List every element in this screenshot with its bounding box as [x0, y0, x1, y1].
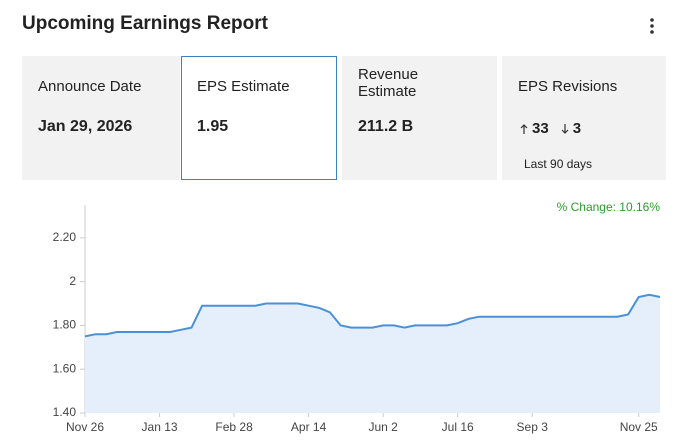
- note: Last 90 days: [524, 157, 593, 171]
- x-tick-label: Sep 3: [517, 420, 549, 434]
- card[interactable]: EPS Estimate 1.95: [181, 56, 337, 180]
- y-tick-label: 1.80: [53, 318, 77, 332]
- card[interactable]: EPS Revisions 33 3 Last 90 days: [502, 56, 666, 180]
- down-arrow: [561, 123, 569, 134]
- card-label: Announce Date: [38, 78, 142, 95]
- area: [85, 294, 660, 413]
- card-value: Jan 29, 2026: [38, 118, 133, 135]
- x-tick-label: Jul 16: [442, 420, 474, 434]
- y-tick-label: 1.60: [53, 361, 77, 375]
- x-tick-label: Nov 26: [66, 420, 104, 434]
- card-value: 211.2 B: [358, 118, 414, 135]
- annotation: % Change: 10.16%: [557, 200, 661, 214]
- up-arrow: [520, 123, 528, 134]
- x-tick-label: Jun 2: [368, 420, 398, 434]
- card[interactable]: Revenue Estimate 211.2 B: [342, 56, 497, 180]
- card-value: 1.95: [197, 118, 229, 135]
- card-label: EPS Revisions: [518, 78, 618, 95]
- y-tick-label: 2.20: [53, 230, 77, 244]
- line: [84, 293, 661, 338]
- card-label: EPS Estimate: [197, 78, 290, 95]
- up-count: 33: [532, 120, 549, 137]
- card-label: Revenue Estimate: [358, 66, 419, 100]
- x-tick-label: Apr 14: [291, 420, 327, 434]
- x-tick-label: Feb 28: [215, 420, 253, 434]
- card[interactable]: Announce Date Jan 29, 2026: [22, 56, 180, 180]
- menu-button[interactable]: [648, 16, 656, 36]
- chart: 1.40 1.60 1.80 2 2.20 Nov 26 Jan 13 Feb 28 Apr 1…: [53, 200, 661, 434]
- y-tick-label: 1.40: [53, 405, 77, 419]
- title: Upcoming Earnings Report: [22, 13, 268, 34]
- x-tick-label: Jan 13: [142, 420, 178, 434]
- down-count: 3: [572, 120, 582, 137]
- revisions: 33 3: [520, 120, 581, 137]
- x-tick-label: Nov 25: [620, 420, 658, 434]
- y-tick-label: 2: [69, 274, 76, 288]
